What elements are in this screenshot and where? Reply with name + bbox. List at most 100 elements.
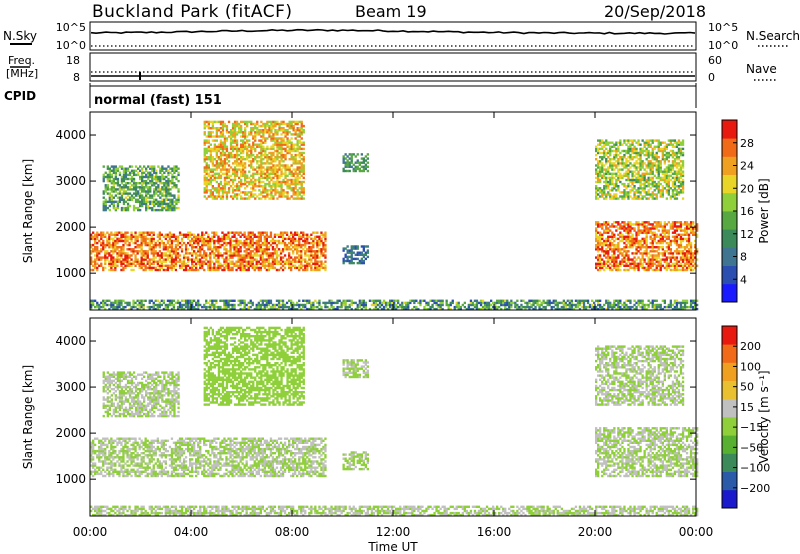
power-cell: [679, 176, 683, 180]
power-cell: [112, 237, 115, 241]
power-cell: [102, 190, 105, 193]
power-cell: [625, 158, 628, 161]
power-cell: [240, 135, 243, 138]
power-cell: [243, 246, 246, 249]
power-cell: [306, 239, 309, 243]
power-cell: [677, 156, 681, 159]
power-cell: [272, 127, 275, 130]
power-cell: [689, 246, 693, 249]
power-cell: [266, 129, 269, 132]
power-cell: [148, 241, 151, 245]
power-cell: [687, 258, 691, 261]
power-cell: [120, 235, 123, 238]
power-cell: [300, 252, 303, 255]
power-cell: [274, 191, 277, 194]
power-cell: [180, 264, 184, 267]
power-cell: [257, 243, 260, 247]
power-cell: [130, 254, 133, 257]
power-cell: [677, 180, 681, 184]
power-cell: [203, 195, 206, 198]
power-cell: [302, 264, 305, 267]
power-cell: [165, 190, 168, 193]
power-cell: [227, 180, 231, 184]
power-cell: [180, 237, 184, 241]
power-cell: [177, 198, 180, 201]
power-cell: [631, 260, 634, 263]
power-cell: [168, 237, 172, 241]
power-cell: [182, 268, 186, 272]
power-cell: [611, 176, 614, 180]
power-cell: [615, 266, 618, 270]
power-cell: [603, 143, 606, 146]
power-cell: [148, 264, 151, 267]
power-cell: [595, 243, 598, 247]
power-cell: [302, 268, 305, 272]
power-cell: [284, 191, 287, 194]
power-cell: [673, 182, 677, 186]
power-cell: [655, 168, 658, 171]
power-cell: [128, 173, 132, 177]
power-cell: [692, 264, 695, 267]
power-cell: [201, 233, 204, 236]
power-cell: [625, 262, 628, 265]
power-cell: [176, 237, 180, 241]
power-cell: [250, 156, 253, 159]
power-cell: [249, 260, 252, 263]
power-cell: [242, 170, 245, 173]
power-cell: [229, 153, 233, 157]
power-cell: [116, 241, 119, 245]
power-cell: [671, 231, 675, 234]
power-cell: [110, 198, 113, 201]
power-cell: [647, 252, 650, 255]
power-cell: [692, 258, 695, 261]
power-cell: [617, 145, 620, 148]
power-cell: [235, 147, 239, 151]
power-cell: [102, 233, 105, 236]
power-cell: [171, 173, 174, 177]
power-cell: [221, 160, 225, 163]
power-cell: [288, 185, 291, 188]
power-cell: [167, 179, 170, 183]
power-cell: [211, 149, 214, 153]
power-cell: [270, 129, 273, 132]
power-cell: [110, 165, 113, 168]
power-cell: [205, 252, 208, 255]
power-cell: [205, 170, 208, 173]
power-cell: [625, 185, 628, 188]
power-cell: [290, 120, 293, 124]
power-cell: [290, 262, 293, 265]
power-cell: [163, 171, 166, 174]
power-cell: [645, 268, 648, 272]
power-cell: [256, 129, 259, 132]
power-cell: [100, 250, 103, 253]
power-cell: [120, 165, 124, 168]
power-cell: [346, 257, 349, 261]
power-cell: [308, 250, 311, 253]
power-cell: [362, 255, 365, 259]
power-cell: [601, 189, 604, 192]
power-cell: [300, 195, 303, 198]
power-cell: [146, 256, 149, 259]
power-cell: [292, 180, 295, 184]
power-cell: [318, 248, 321, 251]
power-cell: [112, 200, 115, 203]
power-cell: [290, 153, 293, 157]
power-cell: [292, 197, 295, 200]
power-cell: [306, 248, 309, 251]
power-cell: [611, 180, 614, 184]
power-cell: [118, 184, 122, 187]
power-cell: [258, 172, 261, 175]
power-cell: [696, 258, 699, 261]
power-cell: [145, 194, 148, 197]
power-cell: [260, 172, 263, 175]
power-cell: [221, 193, 225, 196]
power-cell: [294, 185, 297, 188]
power-cell: [235, 264, 238, 267]
power-cell: [597, 250, 600, 253]
power-cell: [248, 139, 251, 142]
power-cell: [621, 258, 624, 261]
power-cell: [265, 241, 268, 245]
power-cell: [231, 260, 234, 263]
power-cell: [203, 127, 206, 130]
power-cell: [270, 153, 273, 157]
